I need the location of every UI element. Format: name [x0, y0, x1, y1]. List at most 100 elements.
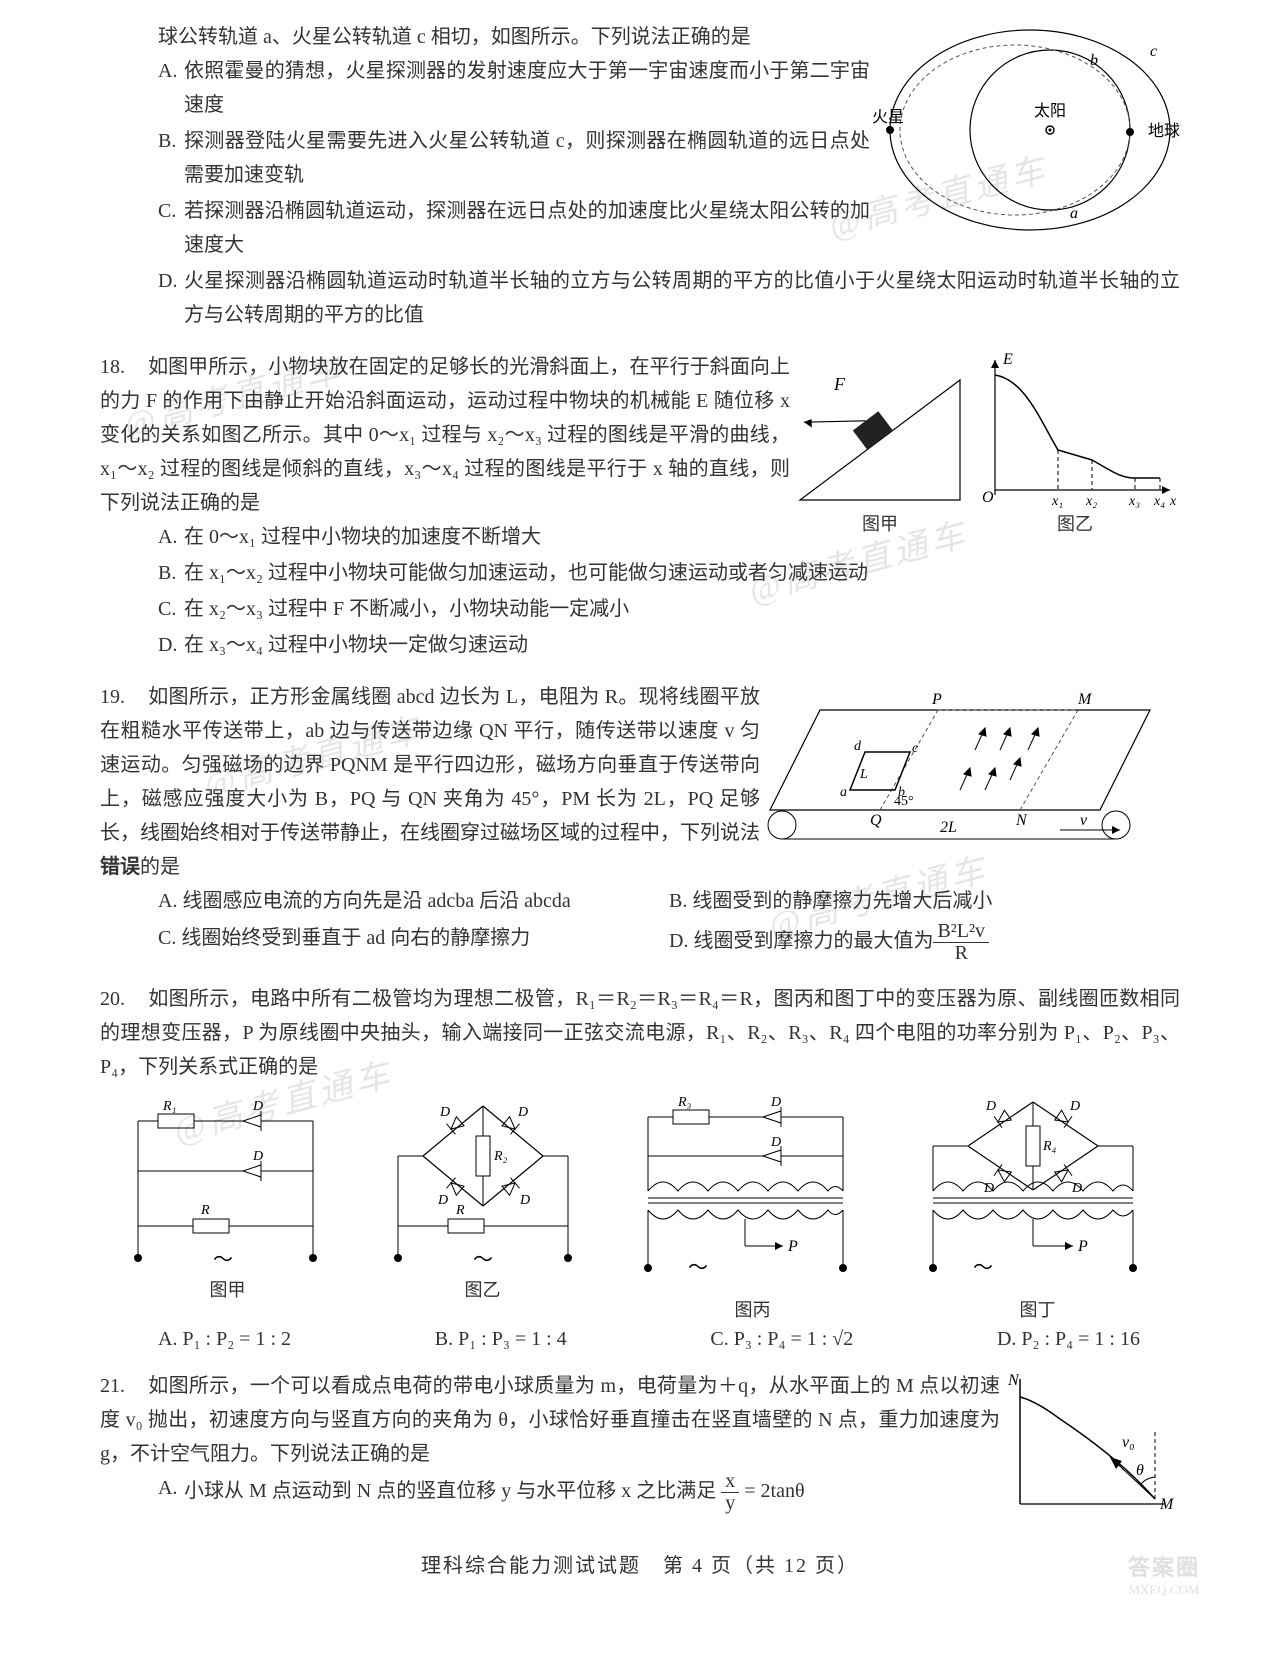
svg-text:P: P [931, 691, 942, 708]
q18-num: 18. [100, 350, 148, 384]
incline-icon: F [790, 350, 970, 510]
svg-text:～: ～ [973, 1257, 993, 1279]
svg-text:D: D [252, 1149, 263, 1164]
q17-A: 依照霍曼的猜想，火星探测器的发射速度应大于第一宇宙速度而小于第二宇宙速度 [184, 54, 870, 122]
svg-text:D: D [437, 1193, 448, 1208]
q17: 球公转轨道 a、火星公转轨道 c 相切，如图所示。下列说法正确的是 A.依照霍曼… [100, 20, 1180, 332]
svg-text:x₄: x₄ [1153, 494, 1165, 509]
svg-text:b: b [898, 785, 905, 800]
orbit-diagram-icon: 太阳 地球 火星 a b c [870, 20, 1180, 240]
circuit-jia: R₁ D D [113, 1096, 343, 1322]
page-footer: 理科综合能力测试试题 第 4 页（共 12 页） [100, 1549, 1180, 1578]
svg-text:x₁: x₁ [1051, 494, 1063, 509]
q18-B: 在 x₁～x₂ 过程中小物块可能做匀加速运动，也可能做匀速运动或者匀减速运动 [184, 556, 1180, 590]
q19: 19.如图所示，正方形金属线圈 abcd 边长为 L，电阻为 R。现将线圈平放在… [100, 680, 1180, 964]
opt-label: C. [158, 194, 184, 262]
q21-A: 小球从 M 点运动到 N 点的竖直位移 y 与水平位移 x 之比满足 xy = … [184, 1471, 1000, 1514]
q19-C: 线圈始终受到垂直于 ad 向右的静摩擦力 [181, 927, 530, 949]
svg-text:D: D [517, 1105, 528, 1120]
svg-text:M: M [1159, 1496, 1175, 1513]
opt-label: A. [158, 54, 184, 122]
brand-watermark: 答案圈 MXEQ.COM [1128, 1550, 1200, 1598]
svg-text:火星: 火星 [872, 109, 904, 126]
q19-A: 线圈感应电流的方向先是沿 adcba 后沿 abcda [182, 890, 570, 912]
svg-text:地球: 地球 [1148, 122, 1180, 140]
q20-D: P₂ : P₄ = 1 : 16 [1021, 1328, 1140, 1350]
q20-B: P₁ : P₃ = 1 : 4 [458, 1328, 567, 1350]
q18-options: A.在 0～x₁ 过程中小物块的加速度不断增大 [100, 520, 790, 554]
q18-fig-jia: F 图甲 [790, 350, 970, 536]
svg-text:P: P [1077, 1238, 1088, 1255]
svg-text:2L: 2L [940, 819, 957, 836]
circuit-yi: D D D D R₂ R [368, 1096, 598, 1322]
q19-figure: Q N P M 45° a b c d L [760, 680, 1180, 860]
q20-options: A. P₁ : P₂ = 1 : 2 B. P₁ : P₃ = 1 : 4 C.… [100, 1328, 1180, 1351]
svg-text:Q: Q [870, 812, 882, 829]
svg-text:D: D [985, 1099, 996, 1114]
svg-text:d: d [854, 739, 862, 754]
q18-A: 在 0～x₁ 过程中小物块的加速度不断增大 [184, 520, 790, 554]
q21-options: A. 小球从 M 点运动到 N 点的竖直位移 y 与水平位移 x 之比满足 xy… [100, 1471, 1000, 1514]
svg-text:～: ～ [473, 1249, 493, 1271]
svg-text:D: D [439, 1105, 450, 1120]
q18: 18.如图甲所示，小物块放在固定的足够长的光滑斜面上，在平行于斜面向上的力 F … [100, 350, 1180, 662]
svg-text:太阳: 太阳 [1034, 102, 1066, 120]
svg-text:M: M [1077, 691, 1093, 708]
svg-text:R₄: R₄ [1042, 1139, 1057, 1154]
svg-text:θ: θ [1136, 1462, 1144, 1479]
svg-text:R₂: R₂ [493, 1149, 508, 1164]
svg-text:～: ～ [688, 1257, 708, 1279]
svg-text:F: F [833, 374, 846, 394]
svg-text:L: L [859, 767, 868, 782]
circuit-yi-icon: D D D D R₂ R [368, 1096, 598, 1276]
svg-text:D: D [252, 1099, 263, 1114]
q18-options-cont: B.在 x₁～x₂ 过程中小物块可能做匀加速运动，也可能做匀速运动或者匀减速运动… [100, 556, 1180, 662]
svg-text:a: a [1070, 205, 1078, 222]
svg-text:～: ～ [213, 1249, 233, 1271]
q17-options-cont: D.火星探测器沿椭圆轨道运动时轨道半长轴的立方与公转周期的平方的比值小于火星绕太… [100, 264, 1180, 332]
q20-stem: 20.如图所示，电路中所有二极管均为理想二极管，R₁＝R₂＝R₃＝R₄＝R，图丙… [100, 982, 1180, 1084]
svg-text:v: v [1080, 812, 1088, 829]
svg-text:N: N [1007, 1372, 1020, 1389]
q17-lead: 球公转轨道 a、火星公转轨道 c 相切，如图所示。下列说法正确的是 [100, 20, 870, 54]
svg-text:O: O [982, 489, 994, 506]
svg-text:b: b [1090, 52, 1098, 69]
svg-text:R: R [455, 1203, 465, 1218]
q20-A: P₁ : P₂ = 1 : 2 [182, 1328, 291, 1350]
svg-text:R₃: R₃ [677, 1096, 692, 1110]
svg-text:D: D [1069, 1099, 1080, 1114]
q18-fig-yi: E O x₁ x₂ x₃ x₄ x 图乙 [970, 350, 1180, 536]
svg-text:D: D [770, 1135, 781, 1150]
svg-text:x: x [1169, 494, 1177, 509]
opt-label: B. [158, 124, 184, 192]
q20-num: 20. [100, 982, 148, 1016]
q17-D: 火星探测器沿椭圆轨道运动时轨道半长轴的立方与公转周期的平方的比值小于火星绕太阳运… [184, 264, 1180, 332]
svg-text:D: D [770, 1096, 781, 1110]
q17-B: 探测器登陆火星需要先进入火星公转轨道 c，则探测器在椭圆轨道的远日点处需要加速变… [184, 124, 870, 192]
page: @高考直通车 @高考直通车 @高考直通车 @高考直通车 @高考直通车 @高考直通… [50, 0, 1230, 1618]
q18-stem: 18.如图甲所示，小物块放在固定的足够长的光滑斜面上，在平行于斜面向上的力 F … [100, 350, 790, 520]
svg-text:c: c [1150, 43, 1157, 60]
circuit-jia-icon: R₁ D D [113, 1096, 343, 1276]
q19-options: A. 线圈感应电流的方向先是沿 adcba 后沿 abcda B. 线圈受到的静… [100, 884, 1180, 913]
q21-num: 21. [100, 1369, 148, 1403]
q17-options: A.依照霍曼的猜想，火星探测器的发射速度应大于第一宇宙速度而小于第二宇宙速度 B… [100, 54, 870, 262]
q21-figure: v₀ θ N M [1000, 1369, 1180, 1519]
q17-C: 若探测器沿椭圆轨道运动，探测器在远日点处的加速度比火星绕太阳公转的加速度大 [184, 194, 870, 262]
circuit-bing-icon: R₃ D D [623, 1096, 883, 1296]
circuit-ding: D D D D R₄ P [908, 1096, 1168, 1322]
q18-D: 在 x₃～x₄ 过程中小物块一定做匀速运动 [184, 628, 1180, 662]
q19-D: 线圈受到摩擦力的最大值为B²L²vR [693, 930, 989, 952]
q19-B: 线圈受到的静摩擦力先增大后减小 [692, 890, 992, 912]
projectile-icon: v₀ θ N M [1000, 1369, 1180, 1519]
q20-circuits: R₁ D D [100, 1096, 1180, 1322]
q18-C: 在 x₂～x₃ 过程中 F 不断减小，小物块动能一定减小 [184, 592, 1180, 626]
svg-text:R₁: R₁ [162, 1099, 176, 1114]
E-x-graph-icon: E O x₁ x₂ x₃ x₄ x [970, 350, 1180, 510]
svg-text:R: R [200, 1203, 210, 1218]
q21-stem: 21.如图所示，一个可以看成点电荷的带电小球质量为 m，电荷量为＋q，从水平面上… [100, 1369, 1000, 1471]
svg-text:x₃: x₃ [1128, 494, 1140, 509]
circuit-bing: R₃ D D [623, 1096, 883, 1322]
q20: 20.如图所示，电路中所有二极管均为理想二极管，R₁＝R₂＝R₃＝R₄＝R，图丙… [100, 982, 1180, 1351]
belt-diagram-icon: Q N P M 45° a b c d L [760, 680, 1180, 860]
